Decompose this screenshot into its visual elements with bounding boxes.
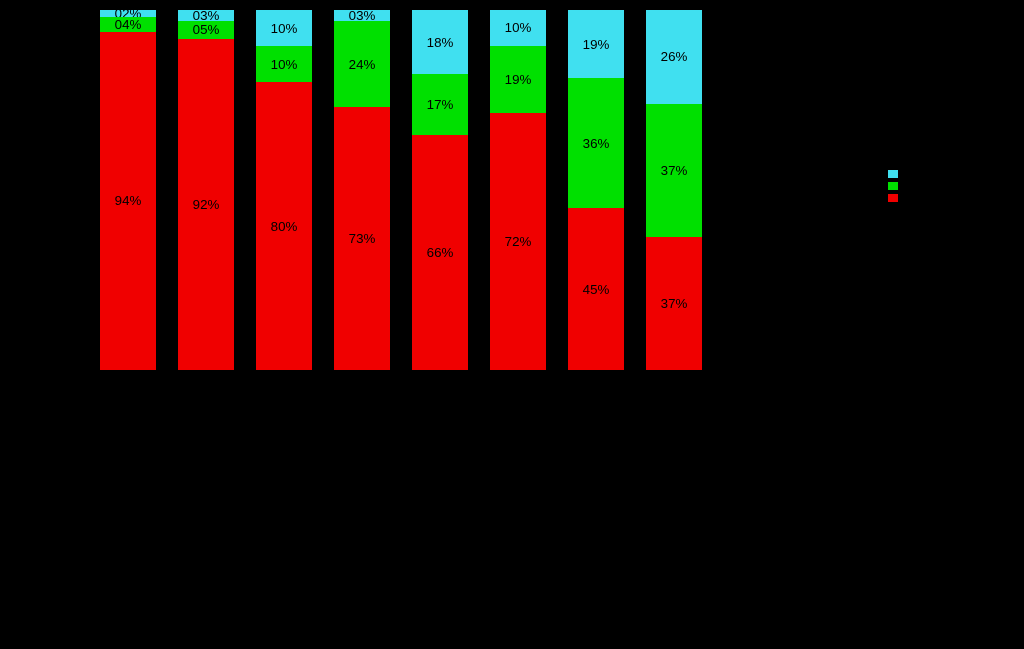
legend-item	[888, 182, 904, 190]
bar-segment-middle: 05%	[178, 21, 234, 39]
bar-segment-top: 10%	[490, 10, 546, 46]
bar-segment-bottom: 73%	[334, 107, 390, 370]
bar-segment-bottom: 72%	[490, 113, 546, 370]
legend-swatch	[888, 194, 898, 202]
legend-swatch	[888, 170, 898, 178]
segment-label: 10%	[505, 20, 532, 35]
segment-label: 17%	[427, 97, 454, 112]
bar-segment-middle: 17%	[412, 74, 468, 135]
bar-segment-top: 19%	[568, 10, 624, 78]
segment-label: 80%	[271, 219, 298, 234]
bar-segment-bottom: 66%	[412, 135, 468, 370]
segment-label: 37%	[661, 163, 688, 178]
segment-label: 10%	[271, 57, 298, 72]
bar-group: 03%05% 92%	[178, 10, 234, 370]
segment-label: 37%	[661, 296, 688, 311]
segment-label: 10%	[271, 21, 298, 36]
bar-group: 26% 37% 37%	[646, 10, 702, 370]
segment-label: 45%	[583, 282, 610, 297]
legend-item	[888, 170, 904, 178]
segment-label: 18%	[427, 35, 454, 50]
bar-segment-bottom: 37%	[646, 237, 702, 370]
bar-segment-middle: 04%	[100, 17, 156, 31]
bar-segment-middle: 36%	[568, 78, 624, 208]
segment-label: 19%	[583, 37, 610, 52]
bar-segment-middle: 24%	[334, 21, 390, 107]
legend-item	[888, 194, 904, 202]
segment-label: 19%	[505, 72, 532, 87]
bar-group: 19% 36% 45%	[568, 10, 624, 370]
bar-segment-bottom: 80%	[256, 82, 312, 370]
bar-group: 18% 17% 66%	[412, 10, 468, 370]
bar-segment-bottom: 45%	[568, 208, 624, 370]
segment-label: 92%	[193, 197, 220, 212]
bar-segment-middle: 19%	[490, 46, 546, 114]
segment-label: 94%	[115, 193, 142, 208]
stacked-bar-chart: 02%04%94%03%05%92%10%10%80%03%24%73%18%1…	[100, 10, 720, 370]
bar-group: 02%04%94%	[100, 10, 156, 370]
bar-segment-bottom: 92%	[178, 39, 234, 370]
segment-label: 26%	[661, 49, 688, 64]
bar-segment-top: 10%	[256, 10, 312, 46]
bar-segment-top: 18%	[412, 10, 468, 74]
legend	[888, 170, 904, 206]
legend-swatch	[888, 182, 898, 190]
bar-group: 03% 24% 73%	[334, 10, 390, 370]
bar-segment-bottom: 94%	[100, 32, 156, 370]
bar-segment-top: 03%	[334, 10, 390, 21]
segment-label: 24%	[349, 57, 376, 72]
segment-label: 04%	[115, 17, 142, 32]
bar-group: 10% 19% 72%	[490, 10, 546, 370]
segment-label: 36%	[583, 136, 610, 151]
bar-segment-top: 26%	[646, 10, 702, 104]
bar-segment-middle: 10%	[256, 46, 312, 82]
bar-segment-middle: 37%	[646, 104, 702, 237]
bar-group: 10% 10% 80%	[256, 10, 312, 370]
segment-label: 05%	[193, 22, 220, 37]
segment-label: 66%	[427, 245, 454, 260]
bar-segment-top: 03%	[178, 10, 234, 21]
segment-label: 73%	[349, 231, 376, 246]
segment-label: 72%	[505, 234, 532, 249]
